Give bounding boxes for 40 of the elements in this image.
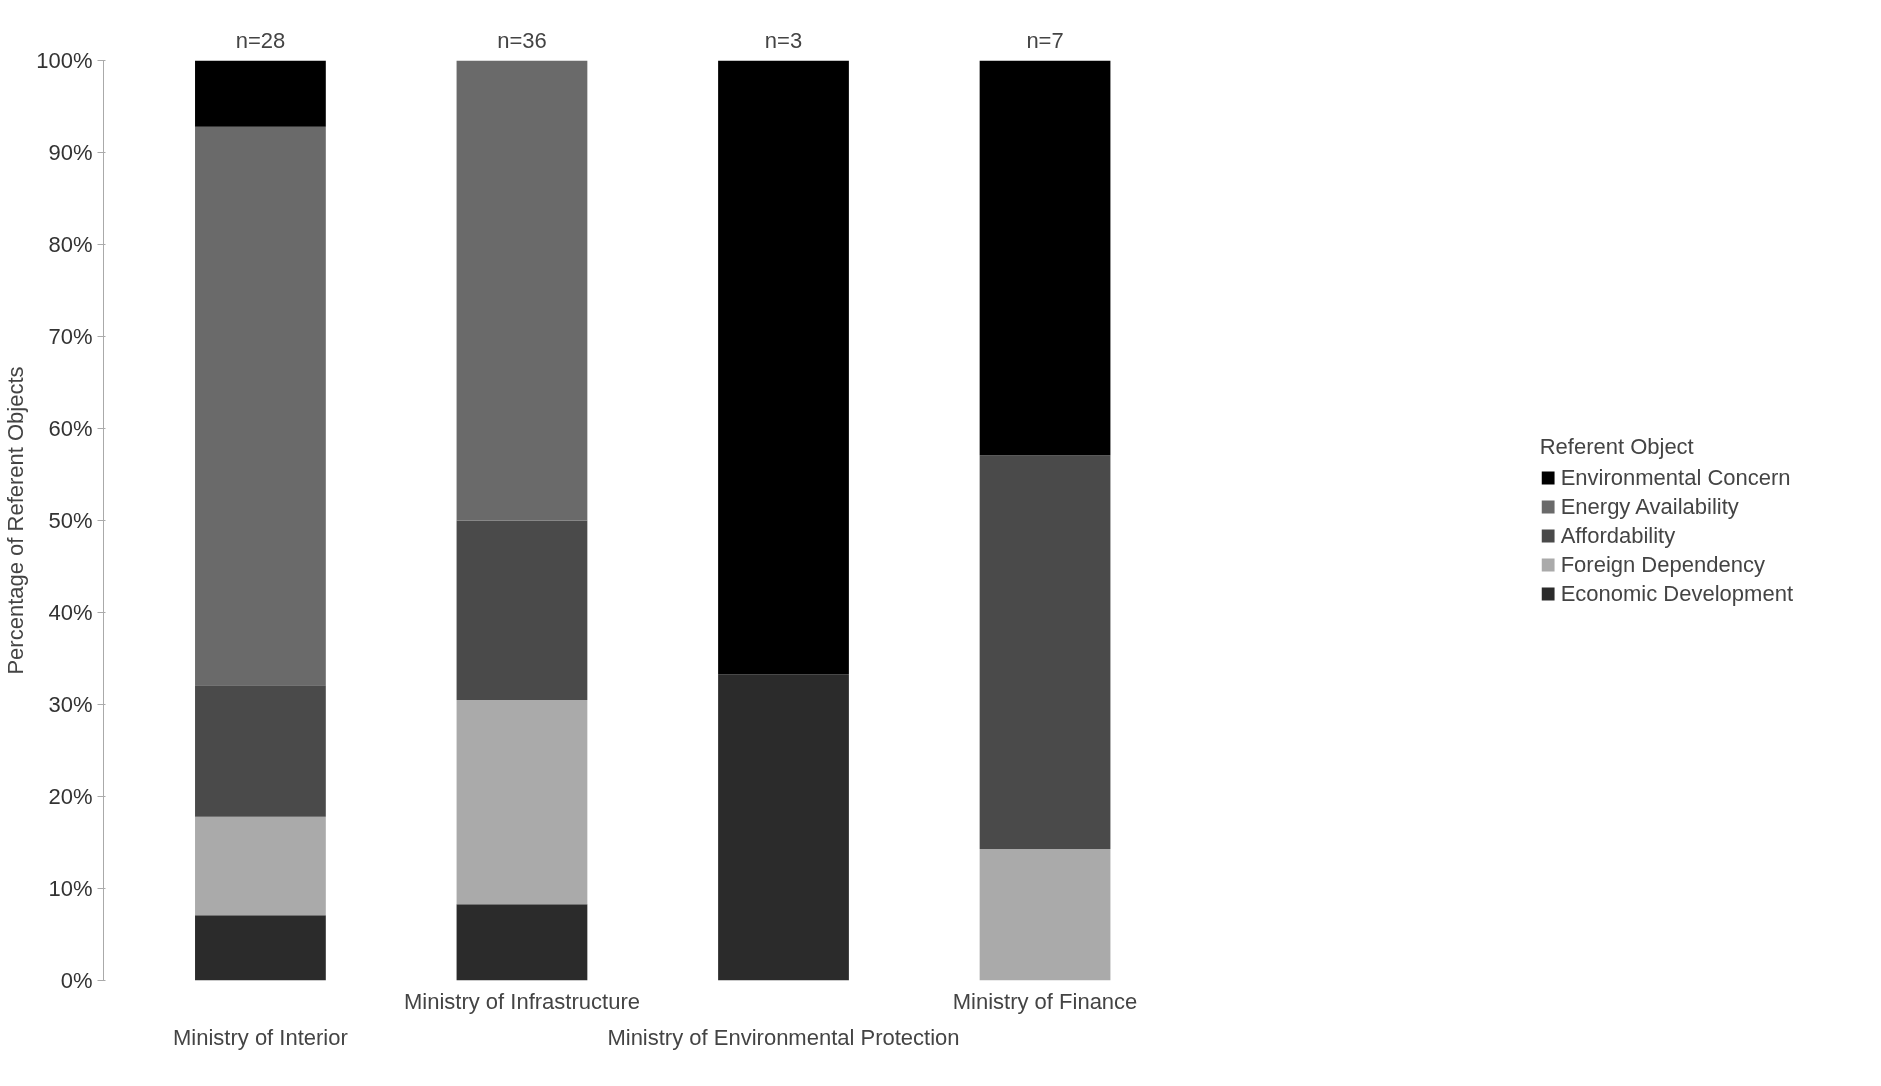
bar bbox=[195, 60, 326, 127]
y-tick-label: 0% bbox=[60, 968, 93, 993]
x-tick-label: Ministry of Infrastructure bbox=[403, 988, 640, 1014]
annotation: n=3 bbox=[764, 27, 803, 53]
y-tick-label: 40% bbox=[48, 600, 93, 625]
bar bbox=[456, 60, 588, 521]
bar bbox=[979, 455, 1111, 849]
bar bbox=[456, 699, 588, 905]
bar bbox=[979, 848, 1111, 981]
y-tick-label: 10% bbox=[48, 876, 93, 901]
bar bbox=[195, 685, 326, 817]
y-tick-label: 80% bbox=[48, 232, 93, 257]
legend-label: Affordability bbox=[1560, 522, 1676, 549]
y-tick-label: 50% bbox=[48, 508, 93, 533]
bar bbox=[718, 674, 849, 981]
bar bbox=[456, 904, 588, 981]
bar bbox=[195, 816, 326, 916]
legend-label: Environmental Concern bbox=[1560, 464, 1791, 491]
annotation: n=7 bbox=[1026, 27, 1064, 53]
y-tick-label: 70% bbox=[48, 324, 93, 349]
y-axis-title: Percentage of Referent Objects bbox=[3, 366, 29, 675]
x-tick-label: Ministry of Interior bbox=[173, 1024, 348, 1050]
bar bbox=[195, 915, 326, 981]
legend-label: Foreign Dependency bbox=[1560, 551, 1765, 578]
y-tick-label: 60% bbox=[48, 416, 93, 441]
bar bbox=[718, 60, 849, 675]
y-tick-label: 90% bbox=[48, 140, 93, 165]
legend-title: Referent Object bbox=[1539, 433, 1695, 460]
x-tick-label: Ministry of Finance bbox=[952, 988, 1138, 1014]
y-tick-label: 30% bbox=[48, 692, 93, 717]
annotation: n=28 bbox=[235, 27, 286, 53]
y-tick-label: 100% bbox=[36, 48, 93, 73]
legend-label: Economic Development bbox=[1560, 580, 1793, 607]
bar bbox=[979, 60, 1111, 456]
annotation: n=36 bbox=[497, 27, 547, 53]
x-tick-label: Ministry of Environmental Protection bbox=[607, 1024, 960, 1050]
bar bbox=[456, 520, 588, 700]
y-tick-label: 20% bbox=[48, 784, 93, 809]
bar bbox=[195, 126, 326, 686]
legend-label: Energy Availability bbox=[1560, 493, 1739, 520]
